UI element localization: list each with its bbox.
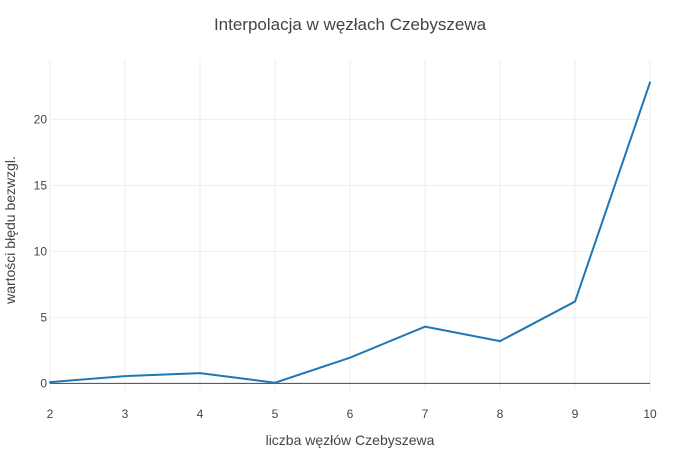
data-point[interactable] (47, 379, 53, 385)
series-layer (47, 79, 653, 386)
x-tick-label: 7 (422, 407, 429, 421)
data-point[interactable] (122, 373, 128, 379)
data-point[interactable] (197, 370, 203, 376)
x-tick-label: 8 (497, 407, 504, 421)
chart-title: Interpolacja w węzłach Czebyszewa (214, 15, 487, 34)
data-point[interactable] (647, 79, 653, 85)
data-point[interactable] (347, 355, 353, 361)
x-tick-label: 4 (197, 407, 204, 421)
data-point[interactable] (572, 299, 578, 305)
y-tick-label: 0 (40, 376, 47, 390)
y-axis-title: wartości błędu bezwzgl. (2, 156, 18, 305)
x-tick-label: 6 (347, 407, 354, 421)
series-line (49, 81, 651, 384)
x-axis-title: liczba węzłów Czebyszewa (266, 432, 435, 448)
y-axis-ticks: 0 5 10 15 20 (34, 112, 48, 390)
data-point[interactable] (422, 324, 428, 330)
y-tick-label: 20 (34, 112, 48, 126)
x-axis-ticks: 2 3 4 5 6 7 8 9 10 (47, 407, 657, 421)
x-tick-label: 5 (272, 407, 279, 421)
data-point[interactable] (272, 380, 278, 386)
y-tick-label: 5 (40, 310, 47, 324)
grid (49, 60, 651, 390)
x-tick-label: 2 (47, 407, 54, 421)
y-tick-label: 15 (34, 178, 48, 192)
x-tick-label: 3 (122, 407, 129, 421)
x-tick-label: 9 (572, 407, 579, 421)
data-point[interactable] (497, 338, 503, 344)
y-tick-label: 10 (34, 244, 48, 258)
x-tick-label: 10 (643, 407, 657, 421)
